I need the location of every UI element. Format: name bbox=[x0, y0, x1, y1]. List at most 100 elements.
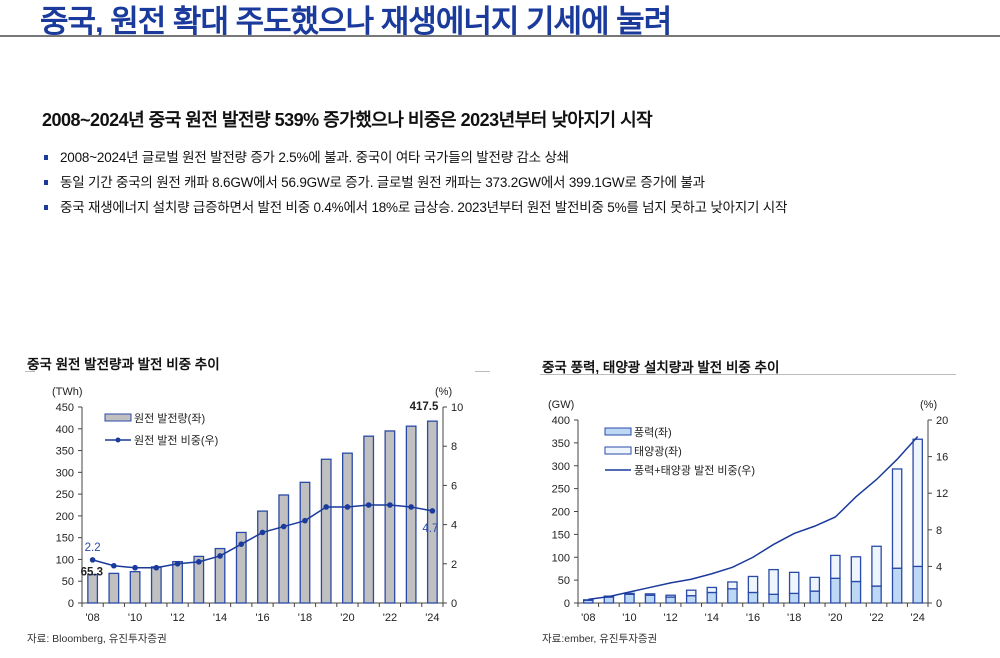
bar-solar bbox=[665, 594, 676, 598]
share-point bbox=[387, 502, 393, 508]
page-title: 중국, 원전 확대 주도했으나 재생에너지 기세에 눌려 bbox=[40, 4, 672, 39]
bullet-item: 동일 기간 중국의 원전 캐파 8.6GW에서 56.9GW로 증가. 글로벌 … bbox=[42, 173, 787, 198]
bar-nuclear bbox=[384, 430, 396, 604]
y-right-unit: (%) bbox=[435, 386, 452, 398]
y-left-tick-label: 100 bbox=[552, 552, 570, 564]
title-divider bbox=[0, 35, 1000, 37]
chart-divider bbox=[475, 371, 490, 372]
y-left-tick-label: 200 bbox=[56, 511, 74, 523]
bar-solar bbox=[685, 589, 697, 597]
bar-solar bbox=[644, 593, 656, 596]
x-tick-label: '20 bbox=[340, 612, 354, 624]
y-right-tick-label: 10 bbox=[451, 402, 463, 414]
y-right-tick-label: 8 bbox=[936, 525, 942, 537]
bar-nuclear bbox=[257, 510, 268, 604]
share-point bbox=[89, 557, 96, 563]
x-tick-label: '18 bbox=[787, 612, 801, 624]
x-tick-label: '12 bbox=[663, 612, 677, 624]
legend-label: 태양광(좌) bbox=[634, 445, 682, 458]
bar-nuclear bbox=[193, 555, 205, 604]
legend-label: 풍력(좌) bbox=[634, 426, 672, 439]
share-point bbox=[280, 523, 287, 530]
x-tick-label: '22 bbox=[869, 612, 883, 624]
y-left-tick-label: 350 bbox=[56, 446, 74, 458]
annotation-generation-start: 65.3 bbox=[81, 567, 103, 579]
bar-solar bbox=[624, 592, 635, 595]
section-headline: 2008~2024년 중국 원전 발전량 539% 증가했으나 비중은 2023… bbox=[42, 110, 653, 130]
share-point bbox=[238, 541, 245, 547]
bar-wind bbox=[624, 593, 635, 604]
bar-nuclear bbox=[108, 572, 120, 604]
share-point bbox=[153, 564, 160, 571]
bar-nuclear bbox=[320, 458, 332, 604]
y-right-tick-label: 12 bbox=[936, 488, 948, 500]
bar-nuclear bbox=[214, 547, 226, 604]
chart-divider bbox=[540, 374, 956, 375]
bar-nuclear bbox=[363, 435, 375, 604]
bar-wind bbox=[830, 577, 841, 604]
legend-marker bbox=[115, 437, 121, 443]
share-point bbox=[111, 562, 117, 569]
x-tick-label: '20 bbox=[828, 612, 842, 624]
y-left-unit: (TWh) bbox=[52, 386, 83, 398]
bar-wind bbox=[727, 588, 738, 604]
y-left-unit: (GW) bbox=[548, 399, 574, 411]
y-right-tick-label: 0 bbox=[936, 598, 942, 610]
y-left-tick-label: 400 bbox=[552, 415, 570, 427]
bar-wind bbox=[685, 595, 697, 604]
y-left-tick-label: 150 bbox=[552, 529, 570, 541]
y-left-tick-label: 50 bbox=[558, 575, 570, 587]
bullet-marker-icon bbox=[44, 204, 48, 210]
bullet-item: 2008~2024년 글로벌 원전 발전량 증가 2.5%에 불과. 중국이 여… bbox=[42, 148, 787, 173]
share-point bbox=[408, 504, 414, 510]
y-left-tick-label: 200 bbox=[552, 507, 570, 519]
y-right-unit: (%) bbox=[920, 399, 937, 411]
y-right-tick-label: 0 bbox=[451, 598, 457, 610]
bar-nuclear bbox=[129, 570, 141, 604]
share-point bbox=[195, 559, 202, 565]
y-left-tick-label: 400 bbox=[56, 424, 74, 436]
bar-solar bbox=[747, 575, 759, 594]
y-left-tick-label: 150 bbox=[56, 533, 74, 545]
bar-solar bbox=[891, 468, 903, 569]
share-point bbox=[259, 529, 266, 536]
bar-nuclear bbox=[87, 573, 99, 604]
y-right-tick-label: 4 bbox=[451, 520, 457, 532]
y-left-tick-label: 0 bbox=[564, 598, 570, 610]
bar-solar bbox=[727, 581, 738, 590]
y-right-tick-label: 20 bbox=[936, 415, 948, 427]
y-right-tick-label: 2 bbox=[451, 559, 457, 571]
x-tick-label: '14 bbox=[213, 612, 227, 624]
bar-solar bbox=[871, 545, 882, 587]
x-tick-label: '24 bbox=[425, 612, 439, 624]
bar-solar bbox=[850, 556, 862, 583]
bullet-list: 2008~2024년 글로벌 원전 발전량 증가 2.5%에 불과. 중국이 여… bbox=[42, 148, 787, 223]
x-tick-label: '08 bbox=[581, 612, 595, 624]
share-point bbox=[174, 561, 181, 567]
share-point bbox=[217, 553, 223, 559]
legend-label: 원전 발전량(좌) bbox=[134, 412, 205, 425]
bar-solar bbox=[788, 571, 800, 595]
bar-solar bbox=[706, 586, 718, 594]
bar-solar bbox=[912, 438, 923, 568]
x-tick-label: '12 bbox=[170, 612, 184, 624]
share-point bbox=[323, 504, 330, 510]
bar-wind bbox=[871, 585, 882, 604]
x-tick-label: '14 bbox=[705, 612, 719, 624]
share-point bbox=[132, 564, 138, 571]
y-left-tick-label: 300 bbox=[552, 461, 570, 473]
bar-solar bbox=[809, 576, 821, 592]
bullet-text: 중국 재생에너지 설치량 급증하면서 발전 비중 0.4%에서 18%로 급상승… bbox=[60, 200, 788, 215]
bar-nuclear bbox=[299, 481, 311, 604]
annotation-generation-end: 417.5 bbox=[410, 401, 439, 413]
bullet-text: 동일 기간 중국의 원전 캐파 8.6GW에서 56.9GW로 증가. 글로벌 … bbox=[60, 175, 705, 190]
bar-solar bbox=[830, 554, 841, 579]
nuclear-chart-title: 중국 원전 발전량과 발전 비중 추이 bbox=[27, 357, 220, 372]
nuclear-chart-source: 자료: Bloomberg, 유진투자증권 bbox=[27, 633, 167, 645]
x-tick-label: '08 bbox=[85, 612, 99, 624]
share-point bbox=[344, 504, 351, 510]
bullet-item: 중국 재생에너지 설치량 급증하면서 발전 비중 0.4%에서 18%로 급상승… bbox=[42, 198, 787, 223]
bar-wind bbox=[809, 590, 821, 604]
